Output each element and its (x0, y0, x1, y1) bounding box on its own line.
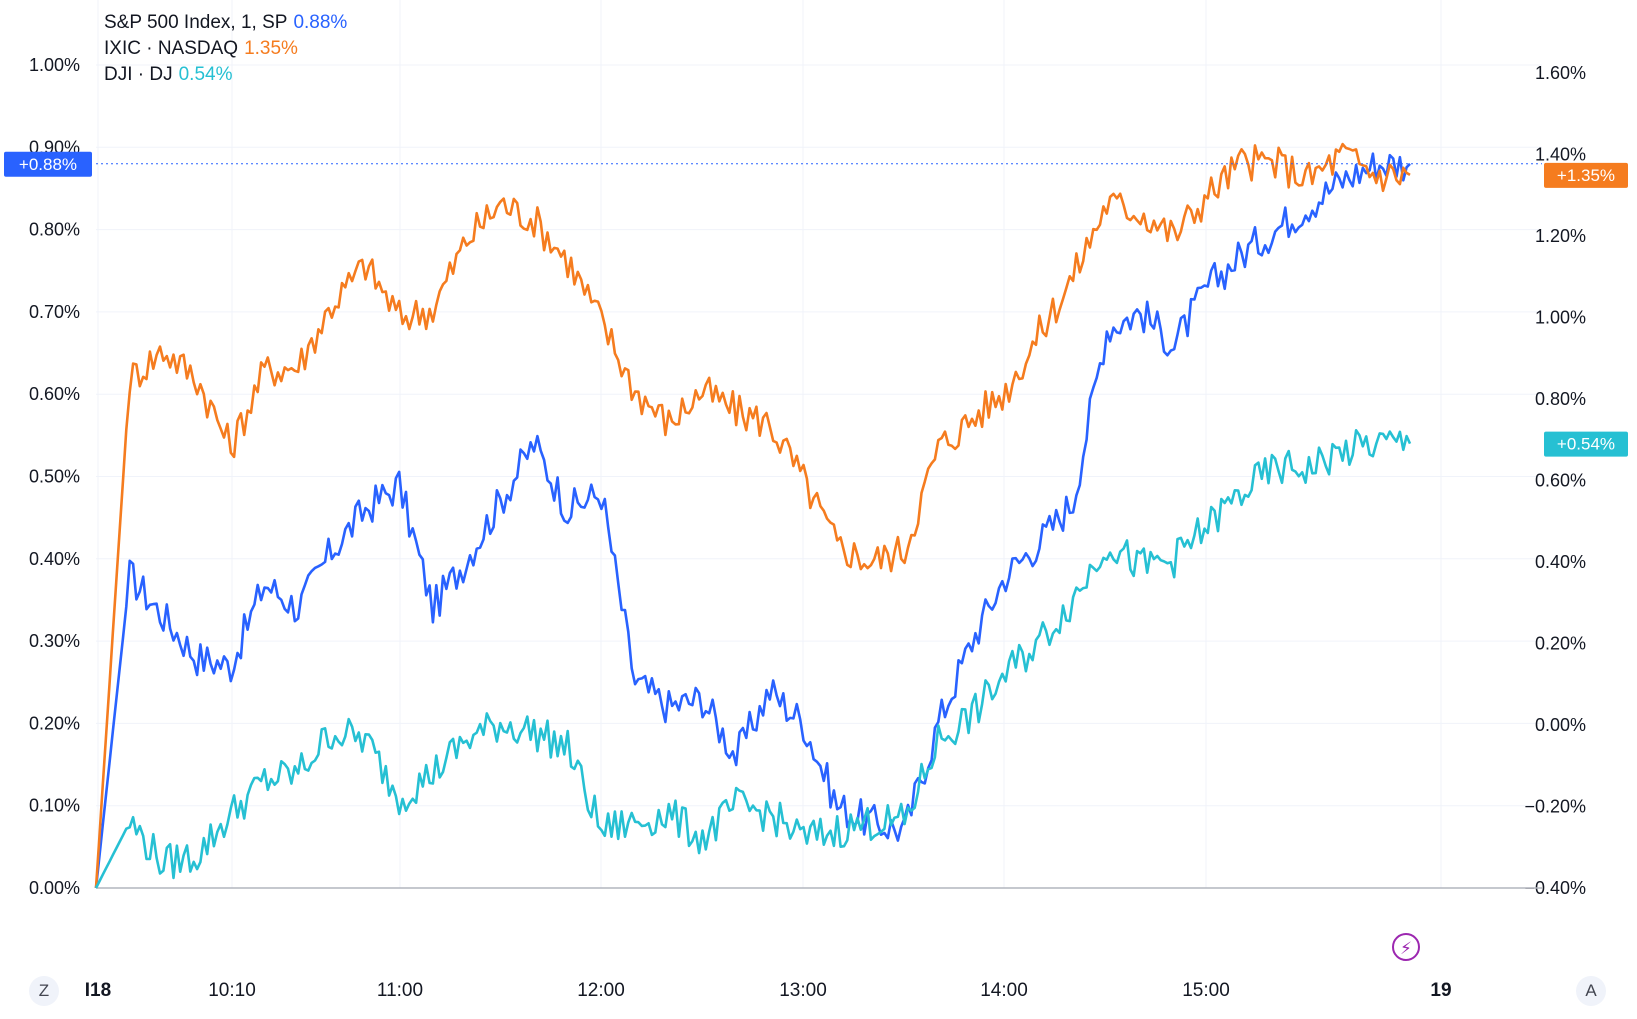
left-tick-label: 0.60% (29, 384, 80, 404)
left-tick-label: 0.80% (29, 220, 80, 240)
legend-sp500-name: S&P 500 Index, 1, SP (104, 12, 288, 33)
right-tick-label: −0.40% (1524, 878, 1586, 898)
x-tick-label: I18 (85, 980, 111, 1001)
series-line-0 (94, 152, 1411, 889)
left-tick-label: 0.40% (29, 549, 80, 569)
sp500-price-label-text: +0.88% (19, 155, 77, 174)
legend-nasdaq-value: 1.35% (244, 38, 298, 59)
legend-sp500[interactable]: S&P 500 Index, 1, SP 0.88% (104, 10, 347, 36)
left-tick-label: 1.00% (29, 55, 80, 75)
right-tick-label: 0.20% (1535, 634, 1586, 654)
left-tick-label: 0.20% (29, 713, 80, 733)
right-tick-label: 1.00% (1535, 308, 1586, 328)
legend-nasdaq[interactable]: IXIC · NASDAQ 1.35% (104, 36, 347, 62)
x-tick-label: 19 (1430, 980, 1451, 1001)
right-tick-label: 0.00% (1535, 715, 1586, 735)
left-tick-label: 0.50% (29, 467, 80, 487)
x-tick-label: 12:00 (577, 980, 625, 1001)
nasdaq-price-label-bg (1544, 162, 1628, 188)
right-tick-label: 0.60% (1535, 471, 1586, 491)
right-tick-label: −0.20% (1524, 797, 1586, 817)
timezone-button[interactable]: Z (29, 976, 59, 1006)
series-line-1 (94, 142, 1411, 889)
x-tick-label: 11:00 (377, 980, 423, 1001)
dow-price-label: +0.54% (1544, 431, 1628, 457)
dow-price-label-text: +0.54% (1557, 435, 1615, 454)
left-tick-label: 0.70% (29, 302, 80, 322)
grid-lines (96, 0, 1542, 889)
right-tick-label: 1.40% (1535, 145, 1586, 165)
bolt-icon[interactable]: ⚡ (1392, 933, 1420, 961)
dow-price-label-bg (1544, 431, 1628, 457)
series-line-2 (94, 429, 1412, 889)
sp500-price-label: +0.88% (4, 151, 92, 177)
left-tick-label: 0.00% (29, 878, 80, 898)
legend-dow[interactable]: DJI · DJ 0.54% (104, 62, 347, 88)
legend-dow-name: DJI · DJ (104, 64, 173, 85)
nasdaq-price-label: +1.35% (1544, 162, 1628, 188)
left-tick-label: 0.10% (29, 796, 80, 816)
right-tick-label: 1.20% (1535, 226, 1586, 246)
legend-dow-value: 0.54% (178, 64, 233, 85)
x-tick-label: 10:10 (208, 980, 256, 1001)
legend-sp500-value: 0.88% (293, 12, 348, 33)
legend-nasdaq-name: IXIC · NASDAQ (104, 38, 239, 59)
legend: S&P 500 Index, 1, SP 0.88% IXIC · NASDAQ 1… (104, 10, 347, 88)
x-tick-label: 14:00 (980, 980, 1028, 1001)
auto-scale-button[interactable]: A (1576, 976, 1606, 1006)
left-tick-label: 0.30% (29, 631, 80, 651)
price-labels: +0.88% +1.35% +0.54% (4, 151, 1628, 457)
sp500-price-label-bg (4, 151, 92, 177)
right-tick-label: 0.40% (1535, 552, 1586, 572)
nasdaq-price-label-text: +1.35% (1557, 166, 1615, 185)
right-tick-label: 1.60% (1535, 63, 1586, 83)
axes: 0.00% 0.10% 0.20% 0.30% 0.40% 0.50% 0.60% 0.70%… (29, 55, 1586, 1001)
right-tick-label: 0.80% (1535, 389, 1586, 409)
series-lines (94, 142, 1542, 889)
x-tick-label: 13:00 (779, 980, 827, 1001)
x-tick-label: 15:00 (1182, 980, 1230, 1001)
